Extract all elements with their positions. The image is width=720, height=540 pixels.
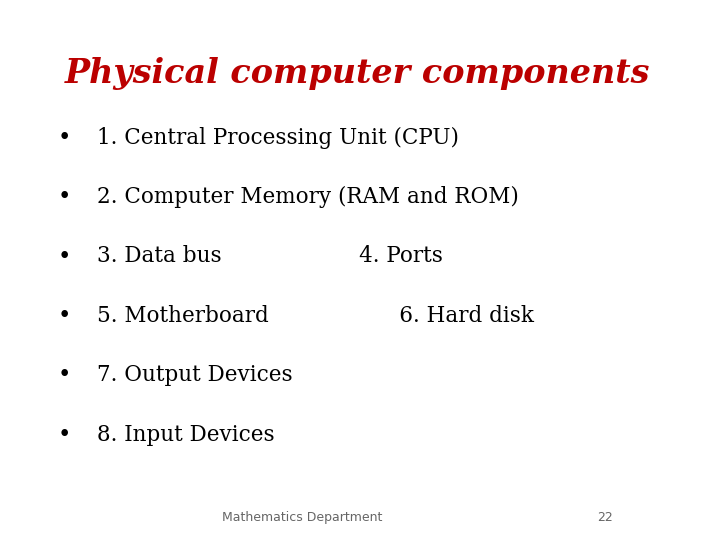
Text: •: • (58, 186, 71, 208)
Text: Mathematics Department: Mathematics Department (222, 511, 382, 524)
Text: 5. Motherboard                   6. Hard disk: 5. Motherboard 6. Hard disk (97, 305, 534, 327)
Text: •: • (58, 364, 71, 386)
Text: 8. Input Devices: 8. Input Devices (97, 424, 275, 446)
Text: •: • (58, 246, 71, 267)
Text: Physical computer components: Physical computer components (65, 57, 650, 90)
Text: •: • (58, 424, 71, 446)
Text: •: • (58, 305, 71, 327)
Text: 7. Output Devices: 7. Output Devices (97, 364, 293, 386)
Text: 22: 22 (597, 511, 613, 524)
Text: 3. Data bus                    4. Ports: 3. Data bus 4. Ports (97, 246, 443, 267)
Text: 1. Central Processing Unit (CPU): 1. Central Processing Unit (CPU) (97, 127, 459, 148)
Text: 2. Computer Memory (RAM and ROM): 2. Computer Memory (RAM and ROM) (97, 186, 519, 208)
Text: •: • (58, 127, 71, 148)
